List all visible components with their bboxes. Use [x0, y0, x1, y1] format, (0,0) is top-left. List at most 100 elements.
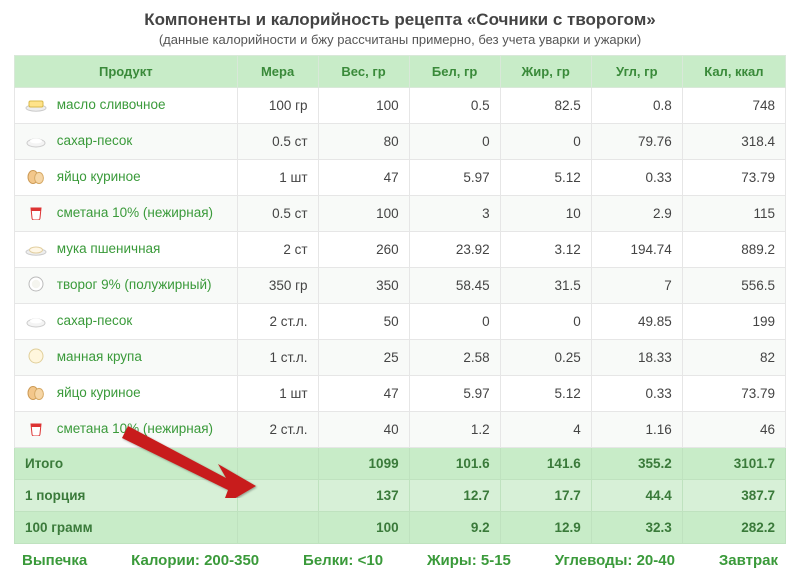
product-link[interactable]: сметана 10% (нежирная) [57, 421, 213, 436]
summary-empty [237, 448, 318, 480]
product-icon [25, 420, 47, 439]
cell-mera: 1 шт [237, 376, 318, 412]
summary-fat: 141.6 [500, 448, 591, 480]
product-link[interactable]: сметана 10% (нежирная) [57, 205, 213, 220]
tag-row: Выпечка Калории: 200-350 Белки: <10 Жиры… [14, 544, 786, 569]
cell-kcal: 82 [682, 340, 785, 376]
cell-mera: 1 шт [237, 160, 318, 196]
summary-carb: 44.4 [591, 480, 682, 512]
cell-weight: 25 [318, 340, 409, 376]
cell-product: сахар-песок [15, 124, 238, 160]
cell-mera: 0.5 ст [237, 124, 318, 160]
summary-protein: 12.7 [409, 480, 500, 512]
summary-label: 1 порция [15, 480, 238, 512]
summary-carb: 355.2 [591, 448, 682, 480]
tag-item[interactable]: Выпечка [22, 552, 87, 569]
cell-mera: 2 ст.л. [237, 412, 318, 448]
cell-weight: 47 [318, 376, 409, 412]
summary-fat: 12.9 [500, 512, 591, 544]
cell-kcal: 748 [682, 88, 785, 124]
cell-protein: 2.58 [409, 340, 500, 376]
cell-carb: 0.33 [591, 160, 682, 196]
table-row: сметана 10% (нежирная) 2 ст.л. 40 1.2 4 … [15, 412, 786, 448]
product-link[interactable]: яйцо куриное [57, 385, 141, 400]
cell-fat: 4 [500, 412, 591, 448]
product-link[interactable]: масло сливочное [57, 97, 166, 112]
summary-row: Итого 1099 101.6 141.6 355.2 3101.7 [15, 448, 786, 480]
cell-protein: 3 [409, 196, 500, 232]
tag-item[interactable]: Жиры: 5-15 [427, 552, 511, 569]
tag-item[interactable]: Калории: 200-350 [131, 552, 259, 569]
tag-item[interactable]: Углеводы: 20-40 [555, 552, 675, 569]
summary-label: Итого [15, 448, 238, 480]
cell-product: яйцо куриное [15, 376, 238, 412]
product-link[interactable]: творог 9% (полужирный) [57, 277, 212, 292]
product-icon [25, 384, 47, 403]
table-row: сахар-песок 2 ст.л. 50 0 0 49.85 199 [15, 304, 786, 340]
summary-fat: 17.7 [500, 480, 591, 512]
product-link[interactable]: сахар-песок [57, 313, 133, 328]
cell-carb: 2.9 [591, 196, 682, 232]
tag-item[interactable]: Белки: <10 [303, 552, 383, 569]
col-protein: Бел, гр [409, 56, 500, 88]
col-weight: Вес, гр [318, 56, 409, 88]
table-row: яйцо куриное 1 шт 47 5.97 5.12 0.33 73.7… [15, 160, 786, 196]
cell-carb: 194.74 [591, 232, 682, 268]
cell-weight: 100 [318, 196, 409, 232]
product-link[interactable]: манная крупа [57, 349, 142, 364]
cell-protein: 0.5 [409, 88, 500, 124]
cell-protein: 0 [409, 304, 500, 340]
cell-kcal: 115 [682, 196, 785, 232]
product-icon [25, 312, 47, 331]
cell-kcal: 73.79 [682, 376, 785, 412]
tag-item[interactable]: Завтрак [719, 552, 778, 569]
table-row: масло сливочное 100 гр 100 0.5 82.5 0.8 … [15, 88, 786, 124]
nutrition-table: Продукт Мера Вес, гр Бел, гр Жир, гр Угл… [14, 55, 786, 544]
cell-weight: 50 [318, 304, 409, 340]
summary-protein: 101.6 [409, 448, 500, 480]
cell-carb: 0.8 [591, 88, 682, 124]
summary-empty [237, 512, 318, 544]
cell-fat: 0 [500, 124, 591, 160]
cell-protein: 0 [409, 124, 500, 160]
page-title: Компоненты и калорийность рецепта «Сочни… [14, 10, 786, 30]
col-mera: Мера [237, 56, 318, 88]
cell-kcal: 556.5 [682, 268, 785, 304]
summary-protein: 9.2 [409, 512, 500, 544]
table-row: творог 9% (полужирный) 350 гр 350 58.45 … [15, 268, 786, 304]
product-link[interactable]: яйцо куриное [57, 169, 141, 184]
cell-weight: 47 [318, 160, 409, 196]
cell-product: творог 9% (полужирный) [15, 268, 238, 304]
cell-kcal: 889.2 [682, 232, 785, 268]
summary-carb: 32.3 [591, 512, 682, 544]
cell-kcal: 318.4 [682, 124, 785, 160]
col-fat: Жир, гр [500, 56, 591, 88]
cell-weight: 40 [318, 412, 409, 448]
cell-fat: 5.12 [500, 160, 591, 196]
cell-fat: 82.5 [500, 88, 591, 124]
cell-protein: 23.92 [409, 232, 500, 268]
cell-weight: 260 [318, 232, 409, 268]
cell-protein: 1.2 [409, 412, 500, 448]
cell-mera: 0.5 ст [237, 196, 318, 232]
cell-carb: 79.76 [591, 124, 682, 160]
page-subtitle: (данные калорийности и бжу рассчитаны пр… [14, 32, 786, 47]
cell-protein: 5.97 [409, 160, 500, 196]
cell-mera: 1 ст.л. [237, 340, 318, 376]
cell-kcal: 199 [682, 304, 785, 340]
col-product: Продукт [15, 56, 238, 88]
product-link[interactable]: сахар-песок [57, 133, 133, 148]
cell-carb: 49.85 [591, 304, 682, 340]
cell-product: сметана 10% (нежирная) [15, 196, 238, 232]
cell-carb: 18.33 [591, 340, 682, 376]
cell-product: мука пшеничная [15, 232, 238, 268]
cell-carb: 0.33 [591, 376, 682, 412]
product-link[interactable]: мука пшеничная [57, 241, 161, 256]
summary-kcal: 282.2 [682, 512, 785, 544]
product-icon [25, 204, 47, 223]
table-row: мука пшеничная 2 ст 260 23.92 3.12 194.7… [15, 232, 786, 268]
cell-mera: 2 ст [237, 232, 318, 268]
product-icon [25, 96, 47, 115]
summary-kcal: 387.7 [682, 480, 785, 512]
product-icon [25, 168, 47, 187]
